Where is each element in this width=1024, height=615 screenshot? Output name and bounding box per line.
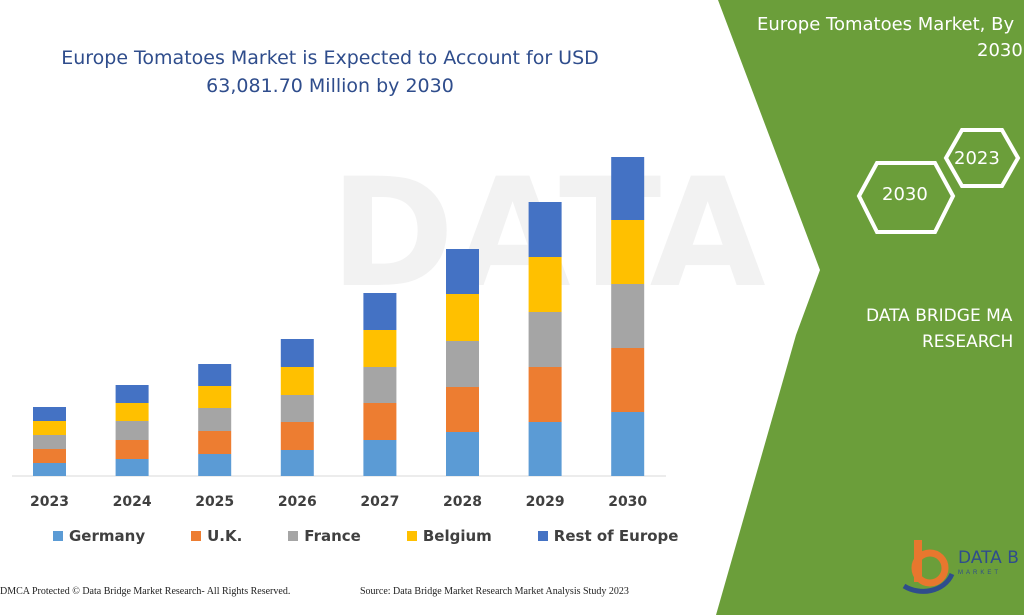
brand-logo-icon <box>902 540 955 594</box>
legend-label: France <box>304 527 361 545</box>
x-tick-label-2024: 2024 <box>113 494 152 510</box>
bar-segment-2027-u-k- <box>363 403 397 440</box>
legend-swatch <box>191 531 202 541</box>
legend-item-belgium: Belgium <box>406 527 492 545</box>
bar-segment-2024-u-k- <box>115 440 149 459</box>
x-tick-label-2025: 2025 <box>195 494 234 510</box>
bar-segment-2030-germany <box>611 412 645 476</box>
bar-segment-2028-rest-of-europe <box>446 249 479 294</box>
bar-segment-2029-u-k- <box>528 367 562 422</box>
legend-item-france: France <box>288 527 361 545</box>
legend-swatch <box>53 531 63 541</box>
bar-segment-2025-germany <box>198 454 232 476</box>
bar-segment-2028-belgium <box>446 294 479 341</box>
footer-source: Source: Data Bridge Market Research Mark… <box>360 586 629 597</box>
x-tick-label-2030: 2030 <box>608 494 647 510</box>
hexagon-2023 <box>943 128 1021 188</box>
x-tick-label-2023: 2023 <box>30 494 69 510</box>
bar-segment-2023-rest-of-europe <box>33 407 66 421</box>
side-title-line-1: Europe Tomatoes Market, By <box>757 14 1015 35</box>
legend-swatch <box>406 531 417 541</box>
bar-segment-2025-u-k- <box>198 431 232 454</box>
bar-segment-2029-belgium <box>528 257 562 312</box>
hexagon-label-2023: 2023 <box>954 148 1000 169</box>
legend-label: Belgium <box>422 527 492 545</box>
legend-swatch <box>288 531 299 541</box>
bar-segment-2026-germany <box>280 450 314 476</box>
chart-legend: Germany U.K. France Belgium Rest of Europe <box>53 526 724 546</box>
bar-segment-2024-belgium <box>115 403 149 421</box>
bar-segment-2026-belgium <box>280 367 314 395</box>
chart-title-line-2: 63,081.70 Million by 2030 <box>206 75 454 97</box>
bar-segment-2024-rest-of-europe <box>115 385 149 403</box>
bar-segment-2024-france <box>115 421 149 440</box>
legend-label: Rest of Europe <box>553 527 679 545</box>
bar-segment-2030-belgium <box>611 220 645 284</box>
bar-segment-2023-u-k- <box>33 449 66 463</box>
legend-item-u-k-: U.K. <box>191 527 242 545</box>
legend-label: U.K. <box>207 527 243 545</box>
bar-segment-2027-rest-of-europe <box>363 293 397 330</box>
bar-segment-2027-belgium <box>363 330 397 367</box>
chart-title-line-1: Europe Tomatoes Market is Expected to Ac… <box>61 47 599 69</box>
bar-segment-2023-germany <box>33 463 66 476</box>
stacked-bar-chart: 2023 2024 2025 2026 2027 2028 2029 2030 <box>12 157 666 510</box>
bar-segment-2026-france <box>280 395 314 422</box>
bar-segment-2028-france <box>446 341 479 387</box>
x-tick-label-2027: 2027 <box>360 494 399 510</box>
hexagon-label-2030: 2030 <box>882 184 928 205</box>
bar-segment-2027-france <box>363 367 397 403</box>
bar-segment-2025-france <box>198 408 232 431</box>
hexagon-2030 <box>856 161 956 234</box>
logo-text: DATA B <box>958 548 1019 568</box>
bar-segment-2030-france <box>611 284 645 348</box>
x-tick-label-2029: 2029 <box>526 494 565 510</box>
bar-segment-2030-rest-of-europe <box>611 157 645 220</box>
side-title-line-2: 2030 <box>977 40 1023 61</box>
bar-segment-2025-belgium <box>198 386 232 408</box>
bar-segment-2029-rest-of-europe <box>528 202 562 257</box>
legend-item-germany: Germany <box>53 527 145 545</box>
bar-segment-2029-france <box>528 312 562 367</box>
brand-name-line-2: RESEARCH <box>922 332 1014 352</box>
legend-item-rest-of-europe: Rest of Europe <box>537 527 679 545</box>
bar-segment-2030-u-k- <box>611 348 645 412</box>
bar-segment-2026-u-k- <box>280 422 314 450</box>
bar-segment-2027-germany <box>363 440 397 476</box>
bar-segment-2026-rest-of-europe <box>280 339 314 367</box>
bar-segment-2028-germany <box>446 432 479 476</box>
brand-name-line-1: DATA BRIDGE MA <box>866 306 1013 326</box>
bar-segment-2023-france <box>33 435 66 449</box>
bar-segment-2023-belgium <box>33 421 66 435</box>
logo-subtext: MARKET <box>958 570 1002 576</box>
x-tick-label-2028: 2028 <box>443 494 482 510</box>
bar-segment-2024-germany <box>115 459 149 476</box>
bar-segment-2028-u-k- <box>446 387 479 432</box>
footer-copyright: DMCA Protected © Data Bridge Market Rese… <box>0 586 291 597</box>
x-tick-label-2026: 2026 <box>278 494 317 510</box>
bar-segment-2025-rest-of-europe <box>198 364 232 386</box>
bar-segment-2029-germany <box>528 422 562 476</box>
legend-label: Germany <box>69 527 146 545</box>
legend-swatch <box>537 531 548 541</box>
